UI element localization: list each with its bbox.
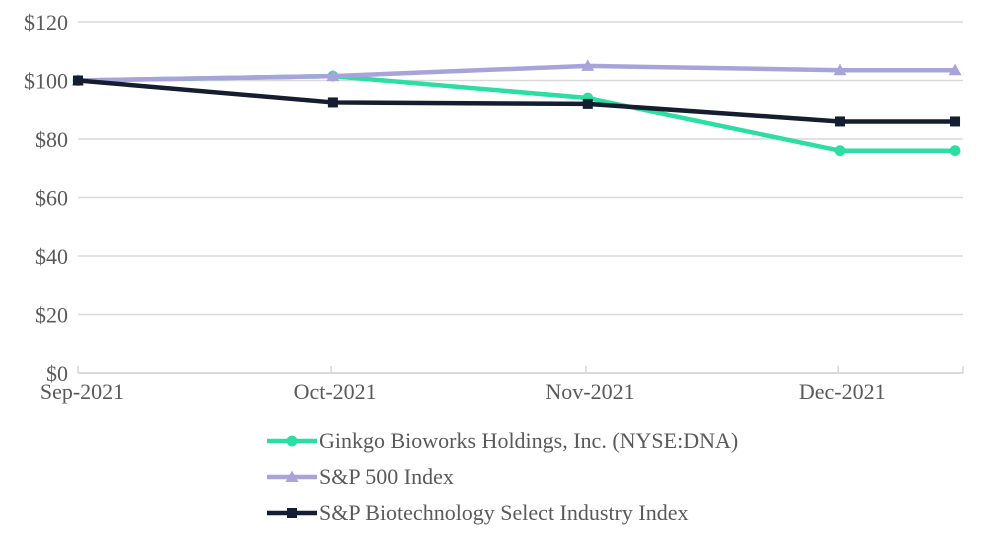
x-tick-label: Dec-2021 <box>799 379 886 404</box>
y-tick-label: $0 <box>46 361 68 386</box>
data-point-triangle <box>581 59 595 71</box>
data-point-square <box>73 75 83 86</box>
y-tick-label: $20 <box>35 303 68 328</box>
legend-item-biotech: S&P Biotechnology Select Industry Index <box>267 495 738 531</box>
x-axis: Sep-2021 Oct-2021 Nov-2021 Dec-2021 <box>40 366 964 404</box>
legend-square <box>287 508 297 518</box>
y-tick-label: $60 <box>35 186 68 211</box>
series-0 <box>72 70 961 157</box>
x-tick-label: Oct-2021 <box>294 379 377 404</box>
data-point-square <box>834 116 845 127</box>
series-1 <box>71 59 962 86</box>
y-tick-label: $120 <box>24 10 68 35</box>
data-point-triangle <box>833 63 847 76</box>
legend-label-biotech: S&P Biotechnology Select Industry Index <box>319 500 689 525</box>
series-2 <box>73 75 961 127</box>
data-point-square <box>950 116 961 127</box>
y-tick-label: $40 <box>35 244 68 269</box>
legend-triangle <box>285 470 299 482</box>
data-point-triangle <box>326 69 340 82</box>
series-line <box>75 63 958 83</box>
data-point-square <box>582 98 593 109</box>
chart-legend: Ginkgo Bioworks Holdings, Inc. (NYSE:DNA… <box>267 423 738 531</box>
data-point-circle <box>834 145 846 157</box>
y-tick-label: $80 <box>35 127 68 152</box>
y-axis-tick-labels: $0 $20 $40 $60 $80 $100 $120 <box>24 10 68 386</box>
gridlines <box>78 21 963 374</box>
legend-label-ginkgo: Ginkgo Bioworks Holdings, Inc. (NYSE:DNA… <box>319 428 739 453</box>
legend-triangle-marker-icon <box>267 470 317 482</box>
x-tick-label: Nov-2021 <box>545 379 634 404</box>
series-line <box>75 78 958 124</box>
x-tick-label: Sep-2021 <box>40 379 124 404</box>
legend-circle-marker-icon <box>267 435 317 447</box>
legend-item-ginkgo: Ginkgo Bioworks Holdings, Inc. (NYSE:DNA… <box>267 423 738 459</box>
data-point-triangle <box>948 63 962 76</box>
legend-circle <box>286 435 298 447</box>
data-point-square <box>327 97 338 108</box>
legend-item-sp500: S&P 500 Index <box>267 459 738 495</box>
data-point-circle <box>949 145 961 157</box>
legend-label-sp500: S&P 500 Index <box>319 464 454 489</box>
y-tick-label: $100 <box>24 69 68 94</box>
legend-square-marker-icon <box>267 508 317 518</box>
